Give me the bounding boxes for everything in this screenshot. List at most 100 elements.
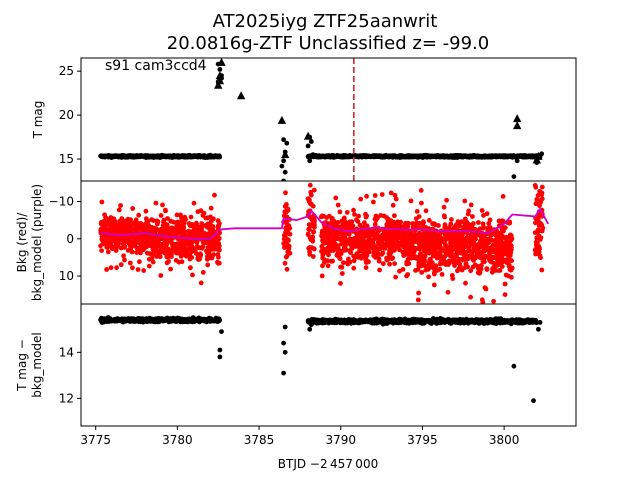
bkg-point (322, 248, 327, 254)
bkg-point (175, 219, 180, 225)
bkg-point (173, 245, 179, 250)
bkg-point (441, 213, 447, 219)
upper-limit-marker (217, 58, 226, 66)
bkg-point (363, 256, 369, 261)
bkg-point (122, 257, 127, 263)
bkg-point (484, 266, 490, 271)
y-tick-label: 15 (59, 152, 74, 166)
bkg-point (418, 256, 424, 262)
bkg-point (362, 220, 367, 226)
bkg-point (449, 217, 454, 222)
bkg-point (215, 252, 221, 257)
bkg-point (284, 209, 289, 215)
y-axis-label: T mag (31, 101, 45, 140)
bkg-point (208, 247, 214, 252)
bkg-point (416, 214, 422, 220)
bkg-point (397, 247, 402, 253)
bkg-point (351, 207, 356, 213)
bkg-point (451, 238, 457, 244)
bkg-point (408, 239, 413, 245)
bkg-point (442, 248, 448, 254)
bkg-point (113, 248, 119, 253)
bkg-point (214, 235, 220, 241)
bkg-point (188, 223, 194, 229)
y-axis-label: Bkg (red)/ (15, 212, 29, 273)
bkg-point (416, 290, 421, 296)
upper-limit-marker (215, 76, 225, 85)
bkg-point (311, 217, 317, 223)
bkg-point (470, 214, 475, 219)
bkg-point (441, 259, 447, 265)
bkg-point (383, 229, 389, 235)
bkg-point (118, 262, 124, 268)
bkg-point (202, 240, 208, 245)
bkg-point (109, 246, 115, 252)
bkg-point (507, 257, 513, 263)
bkg-point (120, 241, 126, 247)
data-point (217, 154, 223, 160)
bkg-point (446, 252, 452, 258)
bkg-point (425, 266, 431, 272)
bkg-point (429, 235, 435, 241)
bkg-point (346, 239, 352, 245)
bkg-point (322, 257, 327, 263)
bkg-point (208, 205, 214, 211)
bkg-point (166, 259, 172, 264)
bkg-point (411, 255, 417, 261)
y-tick-label: 20 (59, 108, 74, 122)
bkg-point (380, 250, 386, 256)
bkg-point (178, 254, 184, 259)
upper-limit-marker (281, 150, 290, 159)
bkg-point (506, 263, 512, 269)
bkg-point (499, 218, 505, 224)
x-axis-label: BTJD −2 457 000 (278, 457, 378, 471)
bkg-point (506, 234, 512, 240)
data-point (511, 174, 517, 180)
chart-subtitle: 20.0816g-ZTF Unclassified z= -99.0 (167, 33, 489, 54)
bkg-point (371, 199, 376, 205)
bkg-point (174, 241, 180, 247)
bkg-point (161, 218, 167, 224)
bkg-point (307, 227, 312, 233)
bkg-point (188, 214, 194, 220)
bkg-point (397, 242, 402, 248)
bkg-point (139, 239, 145, 245)
panel-data-bkg (98, 182, 549, 304)
bkg-point (471, 258, 476, 263)
bkg-point (468, 268, 474, 274)
bkg-point (282, 260, 288, 266)
bkg-point (479, 263, 484, 268)
bkg-point (353, 254, 359, 260)
bkg-point (200, 213, 206, 218)
bkg-point (501, 228, 506, 234)
bkg-point (485, 225, 491, 231)
bkg-point (502, 281, 508, 287)
bkg-point (141, 268, 147, 273)
bkg-point (205, 215, 211, 221)
bkg-point (468, 239, 473, 245)
bkg-point (393, 274, 398, 280)
bkg-point (433, 263, 438, 268)
data-point (281, 137, 286, 143)
data-point (310, 152, 316, 158)
bkg-point (351, 265, 357, 271)
bkg-point (502, 292, 508, 297)
bkg-point (109, 227, 114, 233)
bkg-point (534, 235, 540, 241)
data-point (308, 139, 314, 144)
bkg-point (145, 236, 151, 242)
bkg-point (507, 220, 512, 226)
bkg-point (119, 237, 124, 243)
bkg-point (356, 213, 361, 219)
bkg-point (369, 229, 374, 234)
bkg-point (474, 246, 479, 251)
bkg-point (490, 255, 496, 261)
bkg-point (121, 253, 126, 259)
bkg-point (312, 224, 317, 230)
upper-limit-marker (534, 151, 543, 160)
bkg-point (195, 209, 201, 215)
bkg-point (153, 236, 158, 242)
bkg-point (505, 242, 511, 248)
bkg-point (392, 192, 398, 198)
